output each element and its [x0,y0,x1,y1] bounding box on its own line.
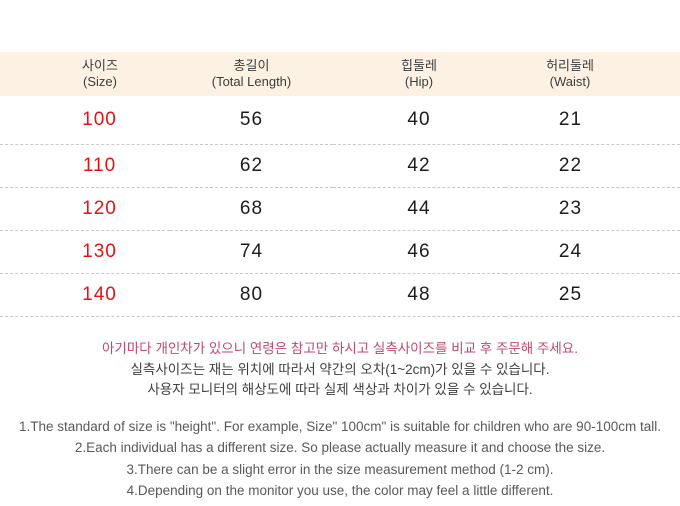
size-chart-header-row: 사이즈 (Size) 총길이 (Total Length) 힙둘레 (Hip) … [0,52,680,96]
note-monitor-color-line: 사용자 모니터의 해상도에 따라 실제 색상과 차이가 있을 수 있습니다. [147,382,533,397]
column-header-size: 사이즈 (Size) [0,52,170,96]
column-header-hip-ko: 힙둘레 [401,58,437,73]
total-length-cell: 62 [170,144,333,188]
total-length-cell: 56 [170,96,333,145]
waist-cell: 25 [505,273,680,317]
waist-cell: 22 [505,144,680,188]
size-cell: 140 [0,273,170,317]
table-row: 120 68 44 23 [0,187,680,231]
english-note-4: 4.Depending on the monitor you use, the … [126,483,554,498]
column-header-hip: 힙둘레 (Hip) [333,52,505,96]
column-header-total-length-en: (Total Length) [211,74,292,89]
korean-notes: 아기마다 개인차가 있으니 연령은 참고만 하시고 실측사이즈를 비교 후 주문… [0,339,680,401]
column-header-waist-en: (Waist) [549,74,591,89]
hip-cell: 46 [333,230,505,274]
waist-cell: 24 [505,230,680,274]
waist-cell: 21 [505,96,680,145]
size-cell: 110 [0,144,170,188]
column-header-total-length-ko: 총길이 [233,58,270,73]
note-measure-tolerance-line: 실측사이즈는 재는 위치에 따라서 약간의 오차(1~2cm)가 있을 수 있습… [130,361,550,377]
size-cell: 130 [0,230,170,274]
total-length-cell: 80 [170,273,333,317]
hip-cell: 44 [333,187,505,231]
size-cell: 100 [0,96,170,145]
column-header-total-length: 총길이 (Total Length) [170,52,333,96]
hip-cell: 40 [333,96,505,145]
table-row: 100 56 40 21 [0,96,680,145]
english-note-1: 1.The standard of size is "height". For … [19,418,661,434]
total-length-cell: 74 [170,230,333,274]
total-length-cell: 68 [170,187,333,231]
column-header-hip-en: (Hip) [404,74,434,89]
column-header-size-ko: 사이즈 [82,58,118,73]
column-header-waist: 허리둘레 (Waist) [505,52,680,96]
table-row: 110 62 42 22 [0,144,680,188]
note-highlight-line: 아기마다 개인차가 있으니 연령은 참고만 하시고 실측사이즈를 비교 후 주문… [102,341,578,356]
size-cell: 120 [0,187,170,231]
english-notes: 1.The standard of size is "height". For … [0,416,680,502]
table-row: 130 74 46 24 [0,230,680,274]
column-header-waist-ko: 허리둘레 [546,58,594,73]
size-chart-table: 사이즈 (Size) 총길이 (Total Length) 힙둘레 (Hip) … [0,52,680,317]
english-note-2: 2.Each individual has a different size. … [74,440,606,455]
column-header-size-en: (Size) [83,74,117,89]
waist-cell: 23 [505,187,680,231]
table-row: 140 80 48 25 [0,273,680,317]
hip-cell: 42 [333,144,505,188]
english-note-3: 3.There can be a slight error in the siz… [126,461,554,477]
hip-cell: 48 [333,273,505,317]
